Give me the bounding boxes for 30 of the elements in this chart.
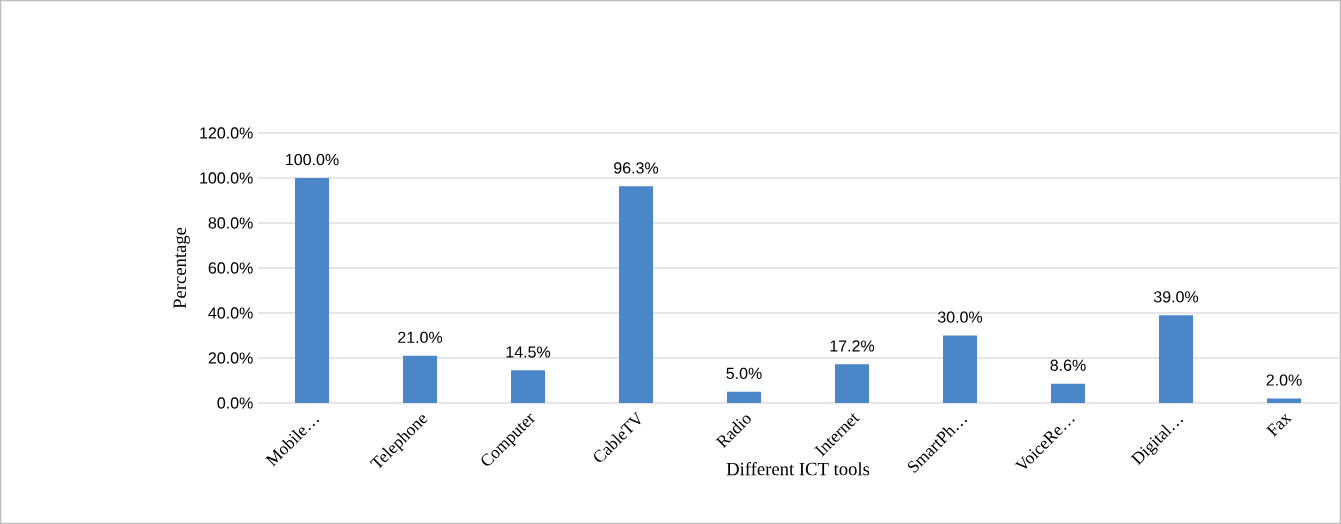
bar	[295, 177, 330, 403]
bar	[619, 186, 654, 403]
data-label: 8.6%	[1050, 359, 1086, 371]
bar	[1051, 383, 1085, 403]
bar	[1159, 315, 1193, 403]
bar	[1267, 398, 1301, 403]
data-label: 5.0%	[726, 367, 762, 380]
bar	[403, 355, 438, 403]
data-label: 21.0%	[398, 331, 443, 344]
data-label: 100.0%	[286, 153, 339, 166]
bar	[835, 364, 869, 403]
y-tick-label: 40.0%	[208, 307, 253, 319]
y-tick-label: 120.0%	[200, 127, 253, 139]
bar	[727, 391, 762, 403]
data-label: 14.5%	[506, 346, 551, 358]
data-label: 96.3%	[614, 162, 659, 174]
data-label: 2.0%	[1266, 374, 1302, 386]
y-axis-title: Percentage	[173, 227, 190, 309]
y-tick-label: 20.0%	[208, 352, 253, 364]
y-tick-label: 0.0%	[217, 397, 253, 409]
x-tick-label: Fax	[1265, 413, 1292, 437]
bar	[943, 335, 977, 403]
bar	[511, 370, 546, 403]
y-tick-label: 60.0%	[208, 262, 253, 274]
data-label: 39.0%	[1153, 291, 1199, 303]
x-axis-title: Different ICT tools	[726, 462, 870, 476]
data-label: 17.2%	[830, 340, 875, 352]
y-tick-label: 80.0%	[208, 217, 253, 229]
y-tick-label: 100.0%	[200, 172, 253, 184]
data-label: 30.0%	[937, 311, 983, 323]
